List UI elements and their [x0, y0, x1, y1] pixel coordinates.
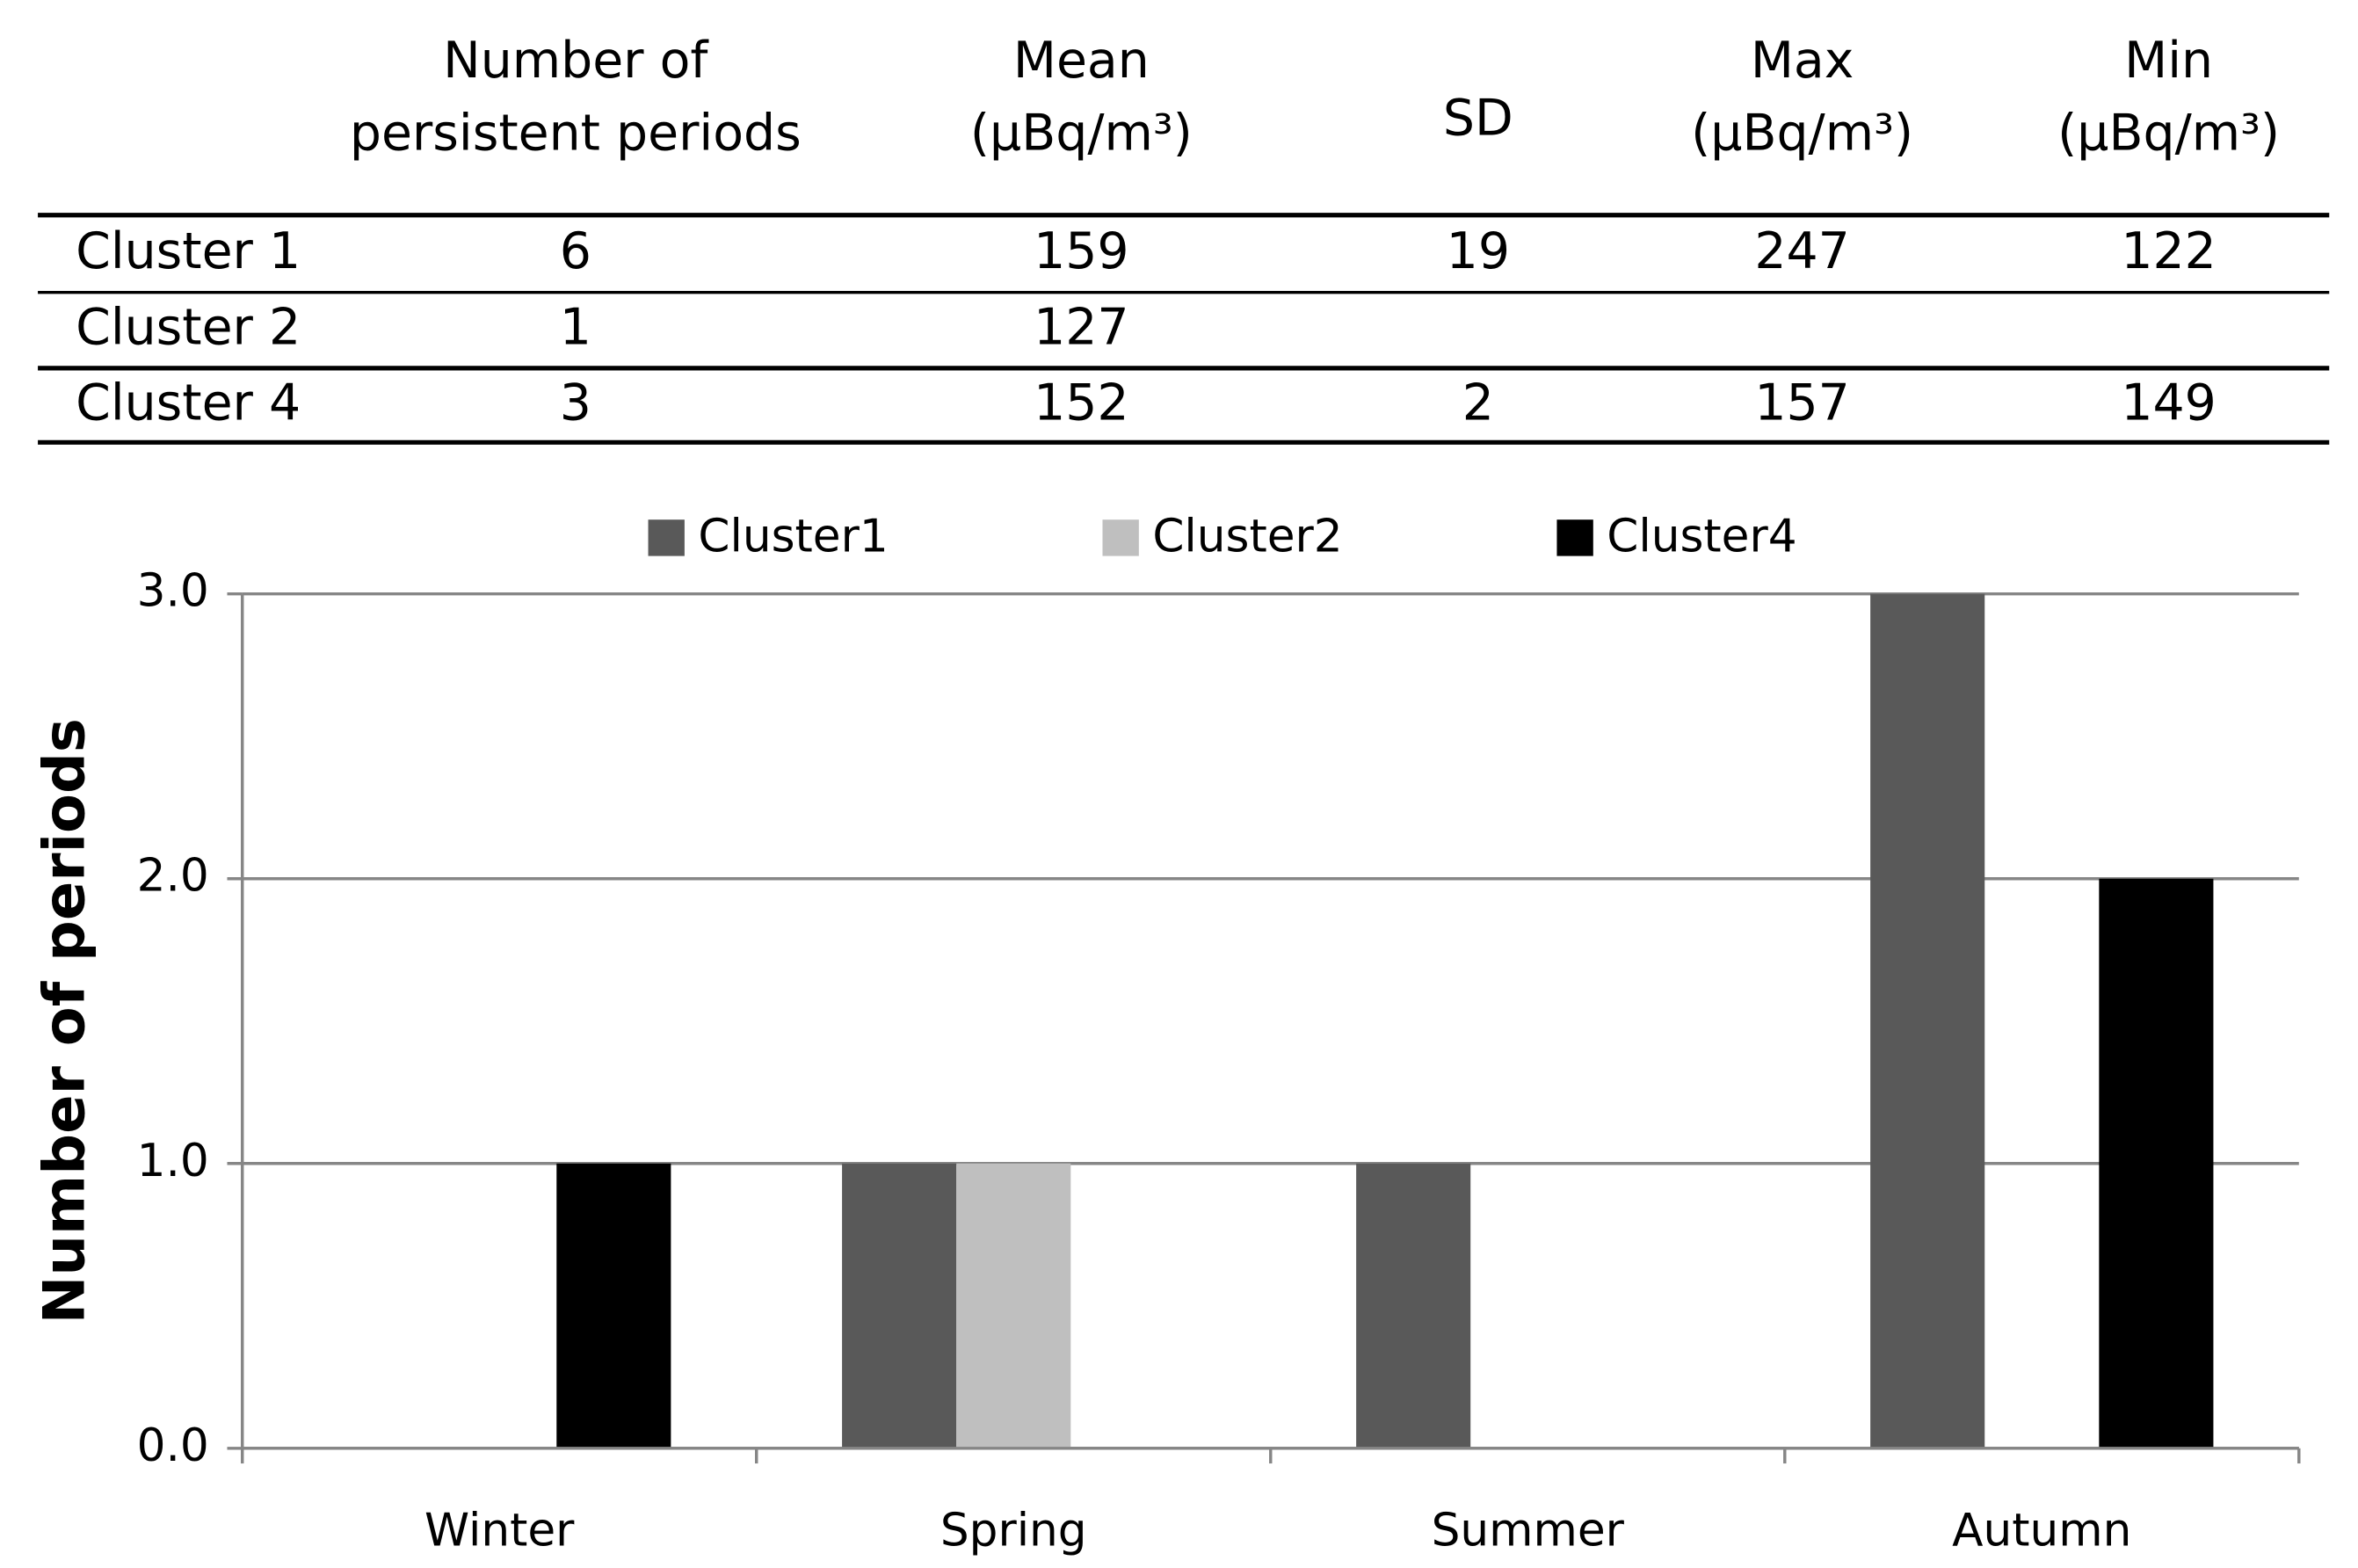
cell: 3: [560, 374, 591, 432]
bar: [842, 1163, 957, 1448]
cell: 157: [1754, 374, 1850, 432]
y-tick-label: 0.0: [137, 1419, 209, 1472]
x-tick-label: Autumn: [1952, 1504, 2131, 1557]
column-header: Min: [2124, 32, 2213, 90]
cell: 149: [2121, 374, 2217, 432]
cell: 2: [1462, 374, 1494, 432]
y-axis-label: Number of periods: [32, 718, 98, 1324]
row-label: Cluster 2: [76, 298, 301, 356]
cell: 6: [560, 222, 591, 280]
legend-swatch: [648, 519, 685, 556]
chart: 0.0 1.0 2.0 3.0 Number of periods Winter Sprin…: [32, 511, 2301, 1557]
x-tick-label: Winter: [424, 1504, 575, 1557]
row-label: Cluster 4: [76, 374, 301, 432]
cell: 152: [1034, 374, 1129, 432]
column-header: persistent periods: [350, 105, 802, 163]
cell: 247: [1754, 222, 1850, 280]
bar: [1870, 593, 1985, 1448]
bar: [956, 1163, 1071, 1448]
bar: [2099, 878, 2214, 1448]
column-header: Mean: [1013, 32, 1150, 90]
y-tick-label: 2.0: [137, 850, 209, 903]
legend-label: Cluster1: [698, 511, 888, 563]
column-header: SD: [1443, 90, 1513, 148]
column-header: (µBq/m³): [2057, 105, 2280, 163]
y-tick-label: 3.0: [137, 565, 209, 618]
cell: 127: [1034, 298, 1129, 356]
legend-label: Cluster2: [1152, 511, 1342, 563]
y-tick-label: 1.0: [137, 1135, 209, 1187]
legend-swatch: [1556, 519, 1593, 556]
cell: 19: [1447, 222, 1510, 280]
x-tick-label: Summer: [1432, 1504, 1625, 1557]
table: Number of persistent periods Mean (µBq/m³) S…: [38, 32, 2330, 445]
column-header: Number of: [443, 32, 709, 90]
bar: [1356, 1163, 1471, 1448]
column-header: (µBq/m³): [970, 105, 1193, 163]
x-tick-label: Spring: [940, 1504, 1087, 1557]
column-header: Max: [1751, 32, 1854, 90]
legend-swatch: [1102, 519, 1139, 556]
column-header: (µBq/m³): [1691, 105, 1913, 163]
cell: 122: [2121, 222, 2217, 280]
legend-label: Cluster4: [1607, 511, 1796, 563]
bar: [556, 1163, 671, 1448]
cell: 159: [1034, 222, 1129, 280]
row-label: Cluster 1: [76, 222, 301, 280]
cell: 1: [560, 298, 591, 356]
